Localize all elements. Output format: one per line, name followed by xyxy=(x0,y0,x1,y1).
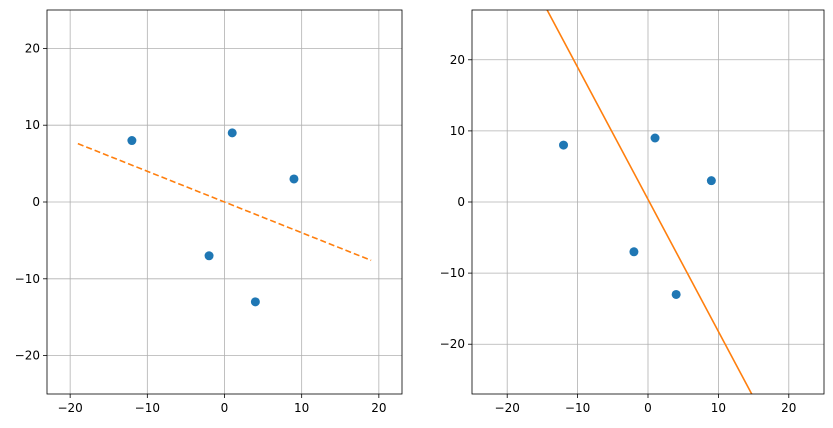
axes-frame xyxy=(471,9,825,395)
subplot-left: −20 −10 0 10 20 −20 −10 0 10 20 xyxy=(15,9,403,415)
y-tick-label: −10 xyxy=(15,272,40,286)
scatter-point xyxy=(204,251,214,261)
x-tick-label: 20 xyxy=(781,401,796,415)
y-tick-label: −20 xyxy=(440,337,465,351)
y-tick-label: −20 xyxy=(15,349,40,363)
y-tick-label: 20 xyxy=(450,53,465,67)
scatter-point xyxy=(671,289,681,299)
scatter-point xyxy=(559,140,569,150)
x-tick-label: −20 xyxy=(495,401,520,415)
x-tick-label: 10 xyxy=(711,401,726,415)
y-tick-label: 20 xyxy=(25,41,40,55)
y-tick-label: 10 xyxy=(25,118,40,132)
scatter-point xyxy=(706,176,716,186)
x-tick-label: −20 xyxy=(57,401,82,415)
y-tick-label: −10 xyxy=(440,266,465,280)
x-tick-label: 20 xyxy=(371,401,386,415)
x-tick-label: −10 xyxy=(565,401,590,415)
subplot-right: −20 −10 0 10 20 −20 −10 0 10 20 xyxy=(440,9,825,415)
y-tick-label: 0 xyxy=(32,195,40,209)
scatter-point xyxy=(250,297,260,307)
y-tick-label: 0 xyxy=(457,195,465,209)
x-tick-label: 0 xyxy=(644,401,652,415)
x-tick-label: 10 xyxy=(294,401,309,415)
scatter-point xyxy=(227,128,237,138)
x-tick-label: −10 xyxy=(135,401,160,415)
fit-line xyxy=(77,142,372,262)
axes-frame xyxy=(46,9,403,395)
scatter-point xyxy=(650,133,660,143)
scatter-point xyxy=(289,174,299,184)
x-tick-label: 0 xyxy=(221,401,229,415)
fit-line xyxy=(546,10,753,394)
scatter-point xyxy=(629,247,639,257)
scatter-point xyxy=(127,136,137,146)
y-tick-label: 10 xyxy=(450,124,465,138)
